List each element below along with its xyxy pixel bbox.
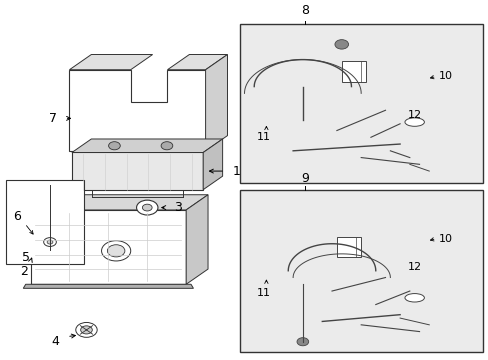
- Polygon shape: [23, 284, 193, 288]
- Ellipse shape: [404, 118, 424, 126]
- Circle shape: [136, 200, 158, 215]
- Bar: [341, 61, 366, 82]
- Text: 11: 11: [256, 288, 270, 298]
- Polygon shape: [186, 195, 207, 284]
- Polygon shape: [203, 139, 222, 190]
- Text: 9: 9: [301, 172, 308, 185]
- Text: 12: 12: [407, 262, 421, 273]
- Text: 3: 3: [174, 201, 182, 214]
- Text: 10: 10: [438, 72, 452, 81]
- Circle shape: [76, 323, 97, 337]
- Circle shape: [108, 142, 120, 150]
- Circle shape: [81, 326, 92, 334]
- Bar: [6, 180, 84, 264]
- Circle shape: [296, 338, 308, 346]
- Text: 11: 11: [256, 132, 270, 142]
- Circle shape: [161, 142, 172, 150]
- Polygon shape: [72, 139, 222, 153]
- Polygon shape: [30, 210, 186, 284]
- Circle shape: [43, 238, 56, 247]
- Polygon shape: [72, 153, 203, 190]
- Circle shape: [107, 245, 124, 257]
- Circle shape: [334, 40, 348, 49]
- Circle shape: [142, 204, 152, 211]
- Text: 6: 6: [13, 210, 21, 223]
- Text: 10: 10: [438, 234, 452, 244]
- Text: 1: 1: [232, 165, 240, 177]
- Ellipse shape: [404, 293, 424, 302]
- Text: 5: 5: [21, 251, 30, 265]
- Text: 2: 2: [20, 265, 28, 278]
- Circle shape: [102, 241, 130, 261]
- Bar: [336, 237, 361, 257]
- Bar: [239, 190, 482, 352]
- Polygon shape: [167, 54, 227, 70]
- Bar: [239, 24, 482, 183]
- Text: 7: 7: [49, 112, 57, 125]
- Polygon shape: [69, 70, 205, 151]
- Text: 12: 12: [407, 110, 421, 120]
- Polygon shape: [30, 195, 207, 210]
- Text: 8: 8: [301, 4, 308, 17]
- Text: 4: 4: [52, 334, 60, 347]
- Polygon shape: [69, 54, 152, 70]
- Polygon shape: [205, 54, 227, 151]
- Circle shape: [47, 240, 53, 244]
